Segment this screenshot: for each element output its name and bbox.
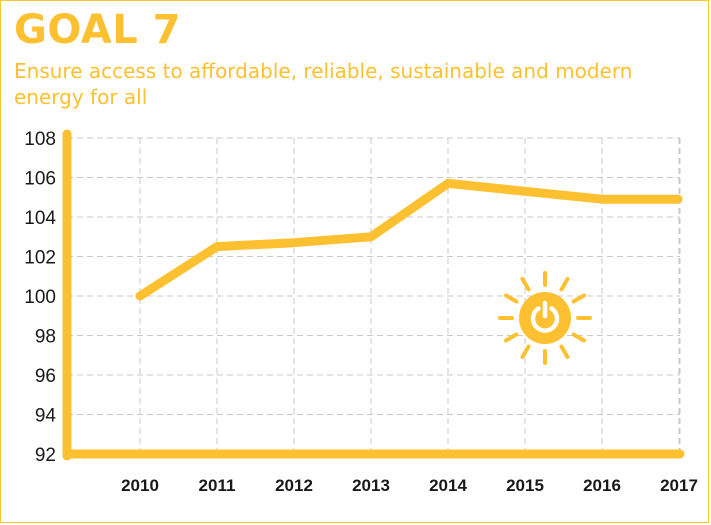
x-tick-label: 2013 [352,476,390,495]
y-tick-label: 92 [35,445,56,466]
x-tick-label: 2016 [583,476,621,495]
series-line [135,178,683,301]
y-tick-label: 98 [35,327,56,348]
x-tick-label: 2014 [429,476,467,495]
axes [62,129,685,461]
sun-ray [520,277,531,292]
y-tick-label: 106 [24,169,56,190]
chart-title: GOAL 7 [14,7,181,53]
sun-ray [559,277,570,292]
x-tick-label: 2017 [660,476,698,495]
sun-ray [571,293,586,304]
y-tick-label: 96 [35,366,56,387]
y-tick-label: 104 [24,208,56,229]
y-tick-label: 94 [35,406,57,427]
sun-ray [504,293,519,304]
x-axis-ticks: 2010 2011 2012 2013 2014 2015 2016 2017 [121,476,698,495]
subtitle-line-2: energy for all [14,85,148,109]
chart-subtitle: Ensure access to affordable, reliable, s… [14,58,704,110]
y-axis-ticks: 92 94 96 98 100 102 104 106 108 [24,129,56,466]
y-tick-label: 108 [24,129,56,150]
sun-ray [559,344,570,359]
y-tick-label: 100 [24,287,56,308]
x-tick-label: 2011 [199,476,236,495]
subtitle-line-1: Ensure access to affordable, reliable, s… [14,59,633,83]
y-tick-label: 102 [24,248,56,269]
power-symbol-arc [530,306,560,333]
x-tick-label: 2015 [506,476,544,495]
sun-power-icon [498,271,592,365]
grid [67,137,681,454]
x-tick-label: 2010 [121,476,159,495]
sun-ray [520,344,531,359]
sun-ray [504,332,519,343]
sun-rays [498,271,592,365]
x-tick-label: 2012 [275,476,313,495]
series [135,178,683,301]
sun-ray [571,332,586,343]
